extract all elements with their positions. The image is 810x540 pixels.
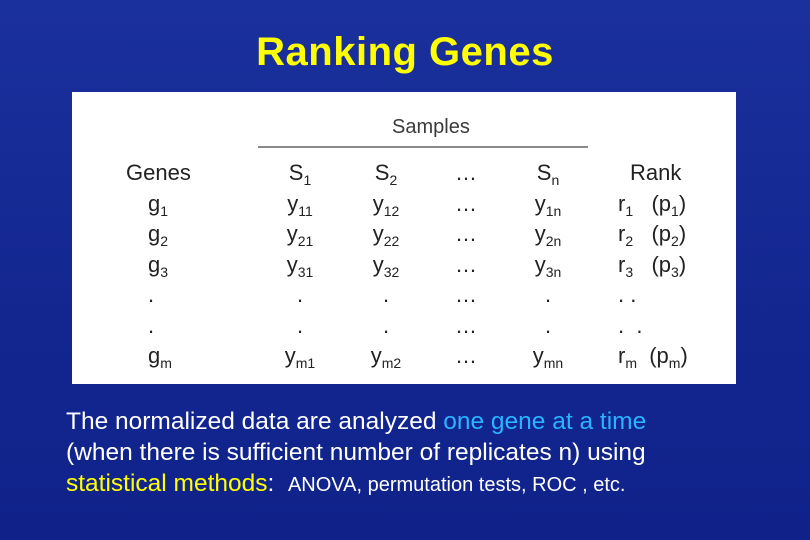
ellipsis-cell: …	[455, 221, 477, 246]
rank-cell: . .	[618, 312, 643, 338]
value-cell: y21	[286, 221, 314, 249]
body-text: The normalized data are analyzed one gen…	[66, 406, 766, 501]
sample-n-column: Sn y1n y2n y3n . . ymn	[518, 158, 578, 372]
value-cell: y11	[287, 190, 313, 219]
value-cell: .	[296, 312, 304, 338]
highlight-one-gene: one gene at a time	[443, 408, 647, 435]
rank-header: Rank	[630, 160, 682, 185]
sample-n-header: Sn	[536, 160, 560, 188]
value-cell: y12	[372, 190, 400, 219]
sample-2-header: S2	[374, 160, 398, 188]
value-cell: y32	[372, 251, 400, 280]
value-cell: ymn	[532, 343, 564, 371]
value-cell: .	[544, 282, 552, 307]
rank-column: Rank r1 (p1) r2 (p2) r3 (p3) . . . . rm …	[618, 158, 718, 372]
ellipsis-column: … … … … … … …	[436, 158, 496, 372]
value-cell: y3n	[534, 251, 562, 280]
gene-cell: gm	[148, 343, 172, 371]
value-cell: .	[382, 312, 390, 338]
ellipsis-cell: …	[455, 190, 477, 216]
slide-title: Ranking Genes	[256, 30, 554, 74]
body-line-1: The normalized data are analyzed one gen…	[66, 408, 647, 435]
methods-list: ANOVA, permutation tests, ROC , etc.	[287, 474, 626, 496]
rank-cell: r1 (p1)	[618, 190, 687, 219]
highlight-statistical-methods: statistical methods	[66, 470, 268, 497]
samples-label: Samples	[392, 116, 470, 138]
ellipsis-cell: …	[455, 343, 477, 368]
rank-cell: r3 (p3)	[618, 251, 687, 280]
value-cell: y2n	[534, 221, 562, 249]
samples-rule	[258, 146, 588, 148]
body-line-2: (when there is sufficient number of repl…	[66, 439, 646, 466]
value-cell: y22	[372, 221, 400, 249]
value-cell: ym1	[284, 343, 316, 371]
sample-1-header: S1	[288, 160, 312, 188]
body-line-3: statistical methods: ANOVA, permutation …	[66, 470, 626, 497]
ellipsis-header: …	[455, 160, 477, 185]
rank-cell: rm (pm)	[618, 343, 688, 371]
gene-cell: .	[148, 282, 155, 307]
sample-2-column: S2 y12 y22 y32 . . ym2	[356, 158, 416, 372]
value-cell: .	[382, 282, 390, 307]
rank-cell: . .	[618, 282, 637, 307]
gene-cell: .	[148, 312, 155, 338]
value-cell: y1n	[534, 190, 562, 219]
ellipsis-cell: …	[455, 251, 477, 277]
value-cell: ym2	[370, 343, 402, 371]
table-panel	[72, 92, 736, 384]
value-cell: y31	[286, 251, 314, 280]
genes-header: Genes	[126, 160, 191, 185]
genes-column: Genes g1 g2 g3 . . gm	[126, 158, 206, 372]
value-cell: .	[296, 282, 304, 307]
ellipsis-cell: …	[455, 282, 477, 307]
sample-1-column: S1 y11 y21 y31 . . ym1	[270, 158, 330, 372]
gene-cell: g2	[148, 221, 169, 249]
value-cell: .	[544, 312, 552, 338]
ellipsis-cell: …	[455, 312, 477, 338]
gene-cell: g1	[148, 190, 169, 219]
rank-cell: r2 (p2)	[618, 221, 687, 249]
gene-cell: g3	[148, 251, 169, 280]
